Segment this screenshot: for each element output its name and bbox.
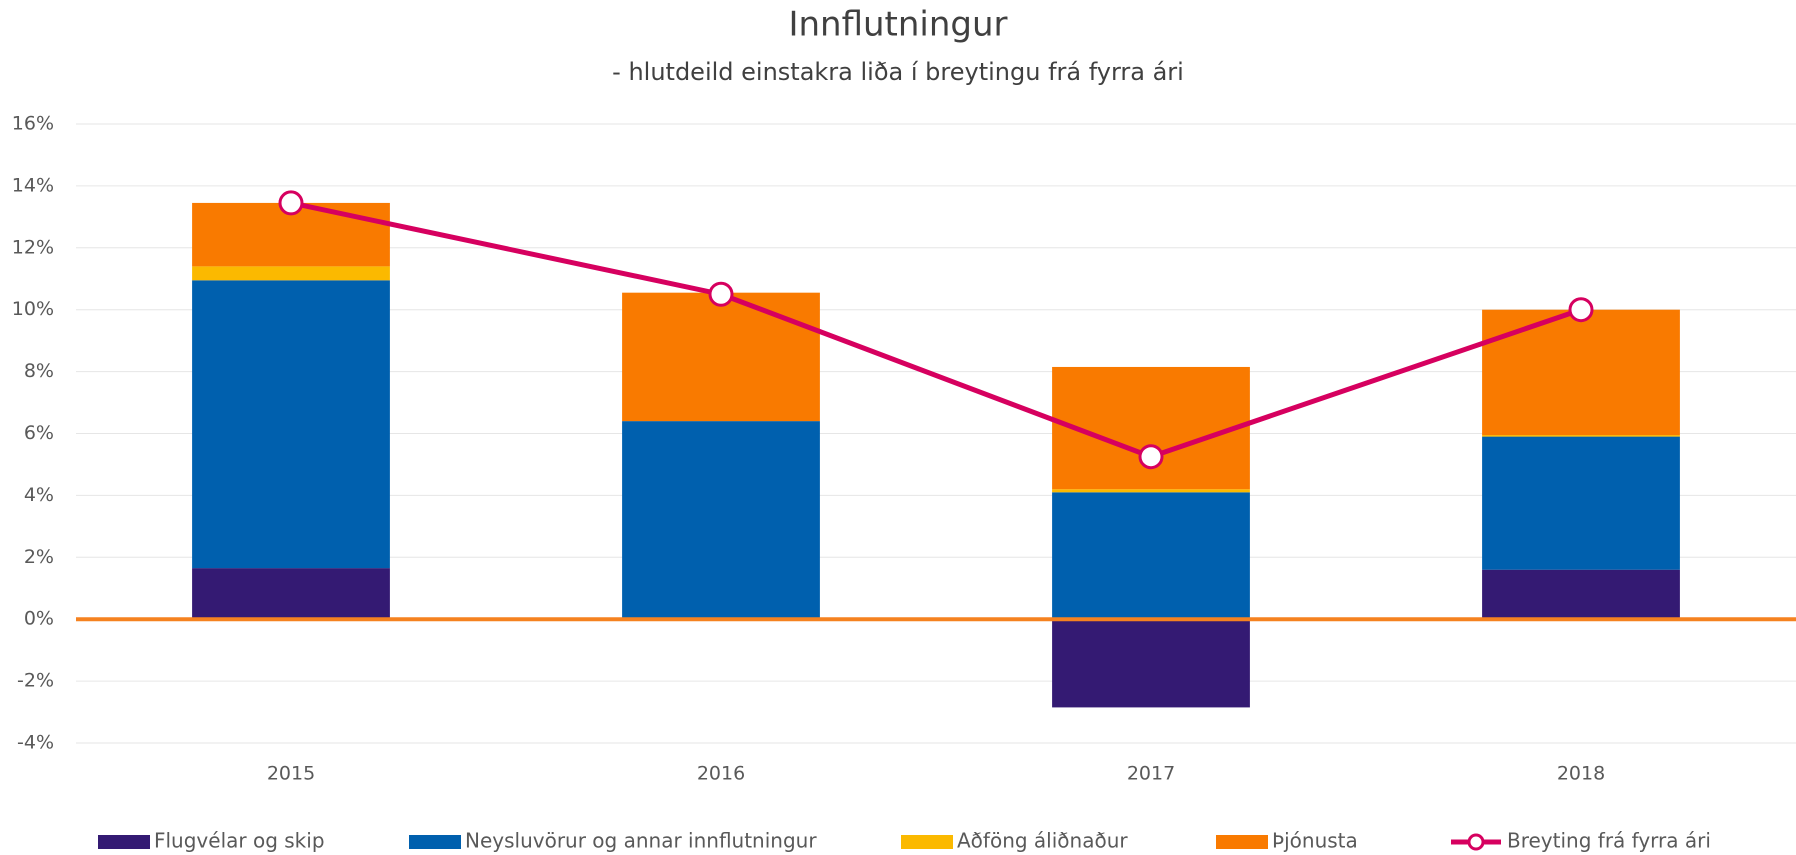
- legend-label: Neysluvörur og annar innflutningur: [465, 829, 817, 853]
- y-tick-label: 12%: [12, 236, 54, 258]
- chart-title: Innflutningur: [788, 5, 1007, 45]
- y-tick-label: 8%: [24, 360, 54, 382]
- legend-label: Aðföng áliðnaður: [957, 829, 1128, 853]
- legend-swatch: [901, 835, 953, 849]
- legend-label: Breyting frá fyrra ári: [1507, 829, 1711, 853]
- x-tick-label: 2017: [1127, 763, 1175, 785]
- bar-segment: [192, 568, 390, 620]
- bar-segment: [1482, 436, 1680, 570]
- line-marker: [708, 281, 734, 307]
- bar-segment: [1482, 309, 1680, 436]
- line: [290, 200, 1582, 460]
- legend-swatch: [98, 835, 150, 849]
- y-tick-label: 14%: [12, 174, 54, 196]
- y-tick-label: 0%: [24, 608, 54, 630]
- x-tick-label: 2016: [697, 763, 745, 785]
- x-tick-label: 2015: [267, 763, 315, 785]
- legend-swatch: [1216, 835, 1268, 849]
- bar-segment: [1482, 569, 1680, 620]
- bar-segment: [1052, 492, 1250, 620]
- y-tick-label: 6%: [24, 422, 54, 444]
- bar-segment: [622, 421, 820, 620]
- legend-label: Þjónusta: [1272, 829, 1358, 853]
- bar-segment: [622, 292, 820, 422]
- line-marker: [278, 190, 304, 216]
- y-tick-label: 16%: [12, 113, 54, 135]
- y-tick-label: -4%: [17, 732, 54, 754]
- bar-segment: [192, 266, 390, 281]
- line-marker: [1138, 444, 1164, 470]
- legend-swatch: [1467, 833, 1485, 851]
- y-tick-label: 4%: [24, 484, 54, 506]
- x-tick-label: 2018: [1557, 763, 1605, 785]
- chart-subtitle: - hlutdeild einstakra liða í breytingu f…: [612, 58, 1184, 86]
- bar-segment: [1482, 435, 1680, 437]
- bar-segment: [192, 280, 390, 569]
- bar-segment: [1052, 619, 1250, 708]
- legend-swatch: [409, 835, 461, 849]
- bar-segment: [1052, 489, 1250, 493]
- y-tick-label: -2%: [17, 670, 54, 692]
- y-tick-label: 10%: [12, 298, 54, 320]
- legend-label: Flugvélar og skip: [154, 829, 325, 853]
- y-tick-label: 2%: [24, 546, 54, 568]
- line-marker: [1568, 297, 1594, 323]
